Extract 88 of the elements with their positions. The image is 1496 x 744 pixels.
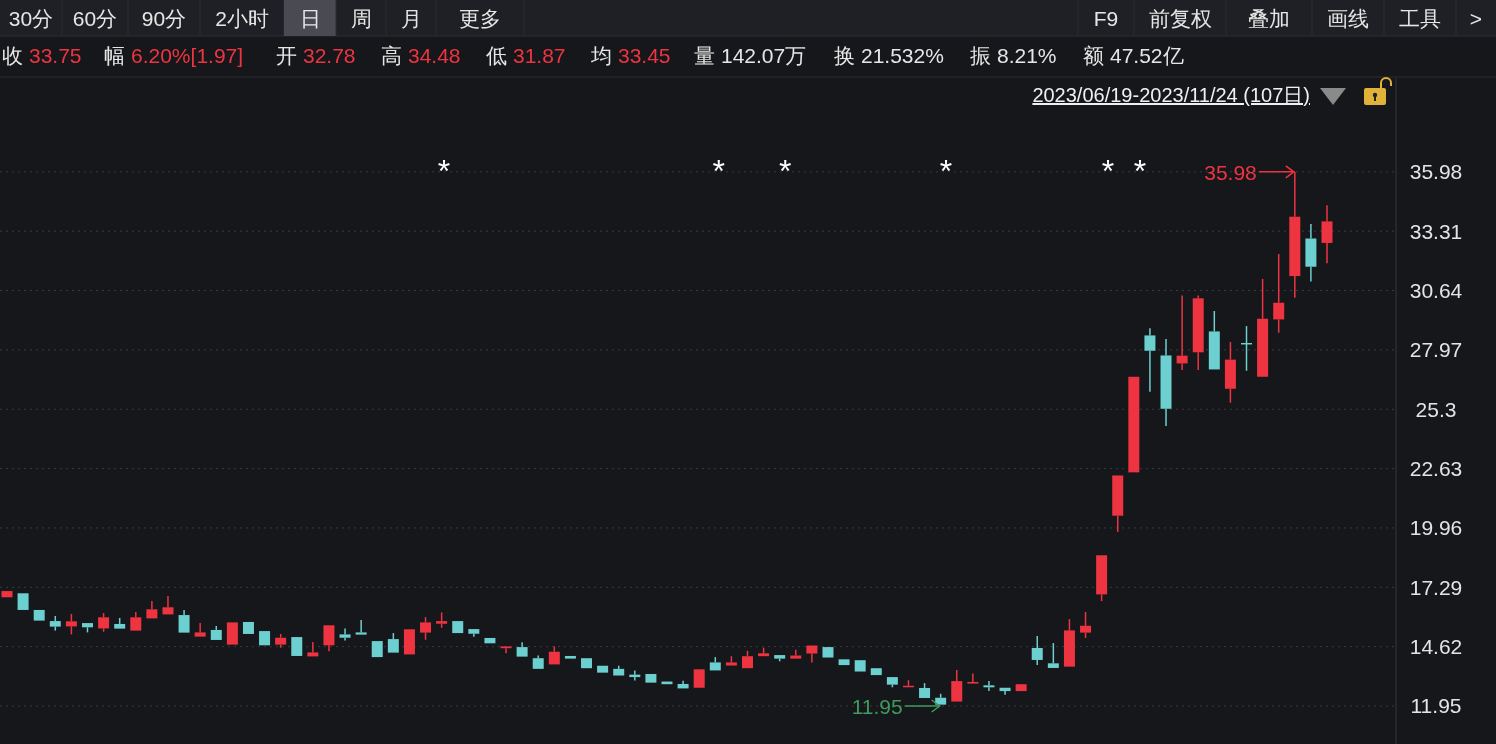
candlestick <box>323 625 335 653</box>
y-tick-label: 30.64 <box>1409 278 1463 302</box>
candlestick <box>581 658 593 669</box>
y-tick-label: 11.95 <box>1410 694 1462 718</box>
candlestick <box>1321 204 1333 264</box>
y-tick-label: 17.29 <box>1409 575 1463 599</box>
candlestick <box>146 600 158 619</box>
candlestick <box>403 629 415 655</box>
candlestick <box>516 641 528 657</box>
y-tick-label: 14.62 <box>1409 634 1463 658</box>
annotation: 11.95 <box>851 694 903 718</box>
text: 90分 <box>141 7 187 30</box>
candlestick <box>468 629 480 638</box>
text: 前复权 <box>1148 7 1212 30</box>
candlestick <box>645 673 657 683</box>
y-tick-label: 19.96 <box>1409 516 1463 540</box>
text: 振 8.21% <box>970 44 1057 67</box>
candlestick <box>822 647 834 658</box>
text: 60分 <box>72 7 118 30</box>
candlestick <box>1047 642 1059 668</box>
candlestick <box>951 669 963 702</box>
annotation: * <box>1101 153 1115 189</box>
candlestick <box>355 619 367 635</box>
text: 开 32.78 <box>276 44 356 67</box>
text: 周 <box>350 7 372 30</box>
candlestick <box>1160 338 1172 427</box>
annotation: * <box>712 153 726 189</box>
text: 画线 <box>1327 7 1369 30</box>
candlestick <box>1208 310 1220 370</box>
candlestick <box>339 627 351 642</box>
text: F9 <box>1093 7 1119 30</box>
candlestick <box>1176 294 1188 371</box>
text: 低 31.87 <box>486 44 566 67</box>
candlestick <box>693 669 705 688</box>
candlestick <box>371 641 383 658</box>
chart-subtitle: 2023/06/19-2023/11/24 (107日) <box>1032 84 1310 106</box>
candlestick <box>532 654 544 669</box>
y-tick-label: 22.63 <box>1409 456 1463 480</box>
candlestick <box>967 672 979 684</box>
candlestick <box>452 621 464 634</box>
text: 高 34.48 <box>381 44 461 67</box>
candlestick <box>806 645 818 664</box>
annotation: * <box>1133 153 1147 189</box>
text: 换 21.532% <box>834 44 944 67</box>
candlestick <box>162 595 174 615</box>
candlestick <box>870 668 882 676</box>
annotation: * <box>437 153 451 189</box>
text: 2小时 <box>215 7 269 30</box>
y-tick-label: 25.3 <box>1415 397 1457 421</box>
text: 额 47.52亿 <box>1083 44 1184 67</box>
candlestick <box>1144 327 1156 393</box>
candlestick <box>17 593 29 610</box>
candlestick <box>983 680 995 692</box>
candlestick <box>1 591 13 598</box>
text: 日 <box>299 7 321 30</box>
y-tick-label: 35.98 <box>1409 160 1463 184</box>
text: 量 142.07万 <box>694 44 807 67</box>
candlestick <box>790 649 802 659</box>
candlestick <box>259 631 271 646</box>
text: 叠加 <box>1248 7 1290 30</box>
annotation: 35.98 <box>1204 160 1257 184</box>
annotation: * <box>939 153 953 189</box>
y-tick-label: 33.31 <box>1409 219 1463 243</box>
text: > <box>1469 7 1483 30</box>
candlestick <box>1128 376 1140 473</box>
candlestick <box>130 611 142 631</box>
candlestick <box>307 641 319 657</box>
candlestick <box>1192 294 1204 371</box>
candlestick <box>194 622 206 637</box>
annotation: * <box>779 153 792 189</box>
candlestick <box>597 665 609 673</box>
text: 工具 <box>1399 7 1441 30</box>
candlestick <box>226 622 238 645</box>
candlestick <box>33 609 45 621</box>
text: 30分 <box>8 7 54 30</box>
y-tick-label: 27.97 <box>1409 338 1463 362</box>
text: 幅 6.20%[1.97] <box>104 44 244 67</box>
candlestick <box>1031 635 1043 666</box>
candlestick <box>500 646 512 655</box>
candlestick <box>1289 171 1301 299</box>
text: 月 <box>400 7 422 30</box>
text: 收 33.75 <box>2 44 82 67</box>
candlestick <box>1015 684 1027 692</box>
candlestick <box>677 680 689 689</box>
candlestick <box>854 660 866 672</box>
text: 均 33.45 <box>590 44 671 67</box>
text: 更多 <box>459 7 501 30</box>
candlestick <box>1305 223 1317 283</box>
